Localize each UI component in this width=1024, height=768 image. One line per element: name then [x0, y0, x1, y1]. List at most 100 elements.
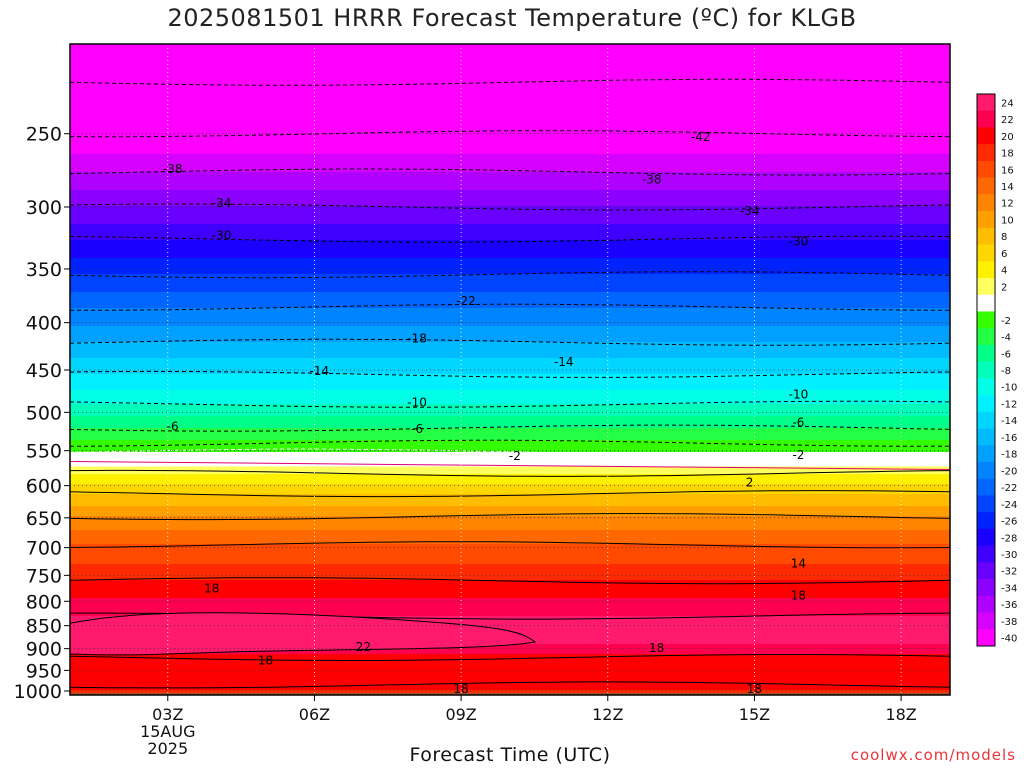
temperature-band	[70, 378, 950, 381]
temperature-band	[70, 482, 950, 485]
temperature-band	[70, 648, 950, 651]
temperature-band	[70, 70, 950, 73]
temperature-band	[70, 228, 950, 231]
temperature-band	[70, 338, 950, 341]
temperature-band	[70, 106, 950, 109]
temperature-band	[70, 350, 950, 353]
temperature-band	[70, 546, 950, 549]
contour-label: -2	[792, 448, 804, 462]
temperature-band	[70, 230, 950, 233]
colorbar-label: -38	[1001, 617, 1017, 628]
temperature-band	[70, 136, 950, 139]
contour-line	[70, 681, 950, 689]
y-tick-label: 350	[26, 259, 62, 281]
colorbar-label: 2	[1001, 282, 1007, 293]
temperature-band	[70, 444, 950, 447]
temperature-band	[70, 180, 950, 183]
colorbar-swatch	[977, 579, 995, 597]
y-tick-label: 850	[26, 616, 62, 638]
colorbar-label: -22	[1001, 483, 1017, 494]
temperature-band	[70, 132, 950, 135]
temperature-band	[70, 524, 950, 527]
temperature-band	[70, 652, 950, 655]
temperature-band	[70, 406, 950, 409]
temperature-band	[70, 650, 950, 653]
y-tick-label: 900	[26, 639, 62, 661]
colorbar-swatch	[977, 378, 995, 396]
temperature-band	[70, 164, 950, 167]
temperature-band	[70, 368, 950, 371]
freezing-level-band	[70, 456, 950, 467]
y-tick-label: 400	[26, 313, 62, 335]
temperature-band	[70, 58, 950, 61]
contour-lines	[70, 78, 950, 689]
temperature-band	[70, 394, 950, 397]
temperature-band	[70, 568, 950, 571]
temperature-band	[70, 408, 950, 411]
y-tick-label: 500	[26, 402, 62, 424]
temperature-band	[70, 186, 950, 189]
temperature-band	[70, 122, 950, 125]
temperature-band	[70, 102, 950, 105]
temperature-band	[70, 554, 950, 557]
temperature-band	[70, 214, 950, 217]
temperature-band	[70, 666, 950, 669]
temperature-band	[70, 426, 950, 429]
temperature-band	[70, 488, 950, 491]
temperature-band	[70, 210, 950, 213]
temperature-band	[70, 60, 950, 63]
temperature-band	[70, 550, 950, 553]
temperature-band	[70, 674, 950, 677]
temperature-band	[70, 504, 950, 507]
temperature-band	[70, 252, 950, 255]
temperature-band	[70, 300, 950, 303]
temperature-band	[70, 198, 950, 201]
temperature-band	[70, 452, 950, 455]
temperature-band	[70, 134, 950, 137]
temperature-band	[70, 596, 950, 599]
temperature-band	[70, 278, 950, 281]
temperature-band	[70, 428, 950, 431]
temperature-band	[70, 586, 950, 589]
temperature-band	[70, 188, 950, 191]
contour-label: -22	[456, 294, 476, 308]
colorbar-swatch	[977, 244, 995, 262]
contour-labels: -38-34-30-42-38-34-30-22-18-14-14-10-10-…	[163, 130, 808, 695]
temperature-band	[70, 614, 950, 617]
temperature-band	[70, 532, 950, 535]
contour-label: 18	[649, 641, 664, 655]
temperature-band	[70, 84, 950, 87]
contour-line	[70, 490, 950, 498]
temperature-band	[70, 86, 950, 89]
temperature-band	[70, 686, 950, 689]
colorbar-swatch	[977, 445, 995, 463]
temperature-band	[70, 304, 950, 307]
temperature-band	[70, 140, 950, 143]
temperature-band	[70, 506, 950, 509]
temperature-band	[70, 414, 950, 417]
temperature-band	[70, 78, 950, 81]
temperature-band	[70, 302, 950, 305]
temperature-band	[70, 254, 950, 257]
temperature-band	[70, 258, 950, 261]
contour-label: -6	[792, 416, 804, 430]
temperature-band	[70, 474, 950, 477]
temperature-band	[70, 432, 950, 435]
temperature-band	[70, 500, 950, 503]
temperature-band	[70, 470, 950, 473]
temperature-band	[70, 126, 950, 129]
colorbar-swatch	[977, 428, 995, 446]
temperature-band	[70, 234, 950, 237]
temperature-band	[70, 96, 950, 99]
temperature-band	[70, 672, 950, 675]
temperature-band	[70, 564, 950, 567]
colorbar-swatch	[977, 462, 995, 480]
temperature-band	[70, 284, 950, 287]
temperature-band	[70, 370, 950, 373]
temperature-band	[70, 512, 950, 515]
temperature-band	[70, 508, 950, 511]
temperature-band	[70, 218, 950, 221]
colorbar-swatch	[977, 261, 995, 279]
temperature-band	[70, 306, 950, 309]
temperature-band	[70, 410, 950, 413]
